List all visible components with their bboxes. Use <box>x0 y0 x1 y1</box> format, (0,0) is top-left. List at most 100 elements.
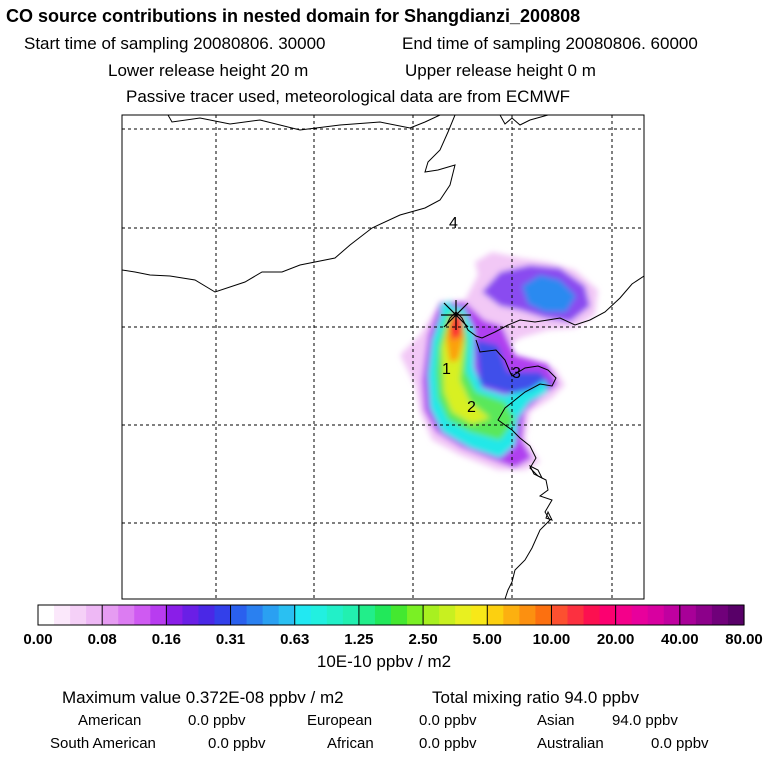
total-mixing-ratio: Total mixing ratio 94.0 ppbv <box>432 688 639 707</box>
colorbar-cell <box>503 605 520 625</box>
colorbar-cell <box>262 605 280 625</box>
colorbar-cell <box>182 605 200 625</box>
coastline-bay <box>122 115 456 293</box>
colorbar-cell <box>230 605 248 625</box>
colorbar-cell <box>615 605 633 625</box>
region-name: European <box>307 712 373 729</box>
source-label: 4 <box>449 215 458 232</box>
colorbar-cell <box>118 605 135 625</box>
map-frame <box>121 114 645 600</box>
colorbar-tick-label: 1.25 <box>344 631 374 648</box>
colorbar-tick-label: 20.00 <box>596 631 635 648</box>
colorbar-cell <box>134 605 151 625</box>
max-value: Maximum value 0.372E-08 ppbv / m2 <box>62 688 344 707</box>
colorbar-cell <box>326 605 344 625</box>
coastline-north <box>167 115 441 131</box>
region-value: 94.0 ppbv <box>612 712 678 729</box>
colorbar-cell <box>455 605 472 625</box>
colorbar-cell <box>86 605 103 625</box>
colorbar-cell <box>54 605 71 625</box>
colorbar-cell <box>294 605 312 625</box>
plume-cyan-tip <box>440 300 452 318</box>
source-label: 2 <box>467 399 476 416</box>
graticule <box>122 115 644 599</box>
source-label: 1 <box>442 361 451 378</box>
colorbar-tick-label: 0.16 <box>151 631 181 648</box>
colorbar-cell <box>391 605 408 625</box>
colorbar-tick-label: 0.31 <box>215 631 246 648</box>
colorbar-cell <box>150 605 167 625</box>
region-value: 0.0 ppbv <box>419 712 477 729</box>
colorbar-cell <box>70 605 87 625</box>
colorbar-tick-label: 40.00 <box>661 631 699 648</box>
colorbar-tick-label: 0.63 <box>280 631 310 648</box>
colorbar-cell <box>631 605 649 625</box>
coastline-north-east <box>499 115 549 126</box>
colorbar-cell <box>358 605 376 625</box>
colorbar-cells <box>38 605 745 625</box>
end-time: End time of sampling 20080806. 60000 <box>402 34 698 53</box>
colorbar-cell <box>166 605 184 625</box>
colorbar-frame <box>37 604 745 626</box>
region-value: 0.0 ppbv <box>651 735 709 752</box>
colorbar-cell <box>198 605 216 625</box>
colorbar-cell <box>679 605 697 625</box>
coastline-shandong <box>475 339 557 599</box>
region-name: Australian <box>537 735 604 752</box>
colorbar-cell <box>727 605 745 625</box>
coastline <box>122 115 644 599</box>
colorbar-tick-lines <box>101 605 681 625</box>
colorbar-cell <box>342 605 360 625</box>
colorbar-cell <box>407 605 424 625</box>
upper-cyan-core <box>522 275 576 312</box>
colorbar-cell <box>310 605 328 625</box>
colorbar-unit: 10E-10 ppbv / m2 <box>316 652 452 671</box>
colorbar-cell <box>583 605 601 625</box>
colorbar-cell <box>535 605 553 625</box>
coastline-peninsula <box>445 275 644 339</box>
region-name: African <box>327 735 374 752</box>
source-label: 3 <box>512 365 521 382</box>
colorbar-tick-label: 0.00 <box>23 631 53 648</box>
receptor-marker <box>441 300 471 330</box>
colorbar-cell <box>423 605 440 625</box>
colorbar-cell <box>471 605 488 625</box>
colorbar-cell <box>695 605 713 625</box>
colorbar-cell <box>647 605 665 625</box>
colorbar-cell <box>102 605 119 625</box>
colorbar-cell <box>711 605 729 625</box>
colorbar-tick-label: 0.08 <box>87 631 117 648</box>
data-note: Passive tracer used, meteorological data… <box>126 87 571 106</box>
colorbar-cell <box>439 605 456 625</box>
colorbar-cell <box>519 605 537 625</box>
colorbar-tick-label: 5.00 <box>472 631 502 648</box>
colorbar-cell <box>374 605 392 625</box>
region-value: 0.0 ppbv <box>419 735 477 752</box>
lower-release-height: Lower release height 20 m <box>108 61 309 80</box>
colorbar-tick-label: 10.00 <box>532 631 571 648</box>
colorbar-cell <box>567 605 585 625</box>
plume <box>400 252 598 470</box>
shore-blue <box>476 340 552 395</box>
start-time: Start time of sampling 20080806. 30000 <box>24 34 326 53</box>
region-name: American <box>78 712 142 729</box>
colorbar-cell <box>214 605 232 625</box>
colorbar-cell <box>278 605 296 625</box>
colorbar-tick-label: 80.00 <box>725 631 763 648</box>
plot-title: CO source contributions in nested domain… <box>6 6 581 26</box>
island-b <box>545 510 553 521</box>
colorbar-cell <box>551 605 569 625</box>
region-name: South American <box>50 735 156 752</box>
colorbar-tick-label: 2.50 <box>408 631 438 648</box>
region-name: Asian <box>537 712 575 729</box>
colorbar-cell <box>599 605 617 625</box>
region-value: 0.0 ppbv <box>208 735 266 752</box>
colorbar-cell <box>38 605 55 625</box>
colorbar-cell <box>246 605 264 625</box>
region-value: 0.0 ppbv <box>188 712 246 729</box>
island-a <box>528 464 544 480</box>
upper-release-height: Upper release height 0 m <box>405 61 596 80</box>
colorbar-cell <box>487 605 504 625</box>
